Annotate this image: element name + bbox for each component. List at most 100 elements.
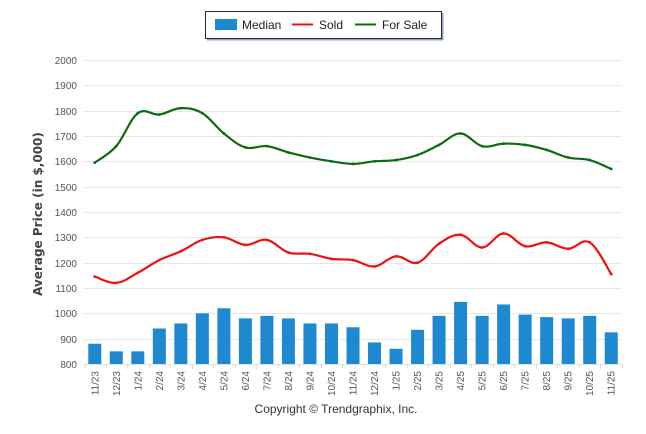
for-sale-point <box>437 143 441 147</box>
median-bar <box>174 323 188 364</box>
sold-point <box>265 238 269 242</box>
median-bar <box>518 314 532 364</box>
x-tick-label: 4/24 <box>198 371 209 391</box>
sold-point <box>157 258 161 262</box>
sold-point <box>459 233 462 237</box>
median-bar <box>368 342 382 364</box>
median-bar <box>454 301 468 364</box>
x-axis: 11/23 12/23 1/24 2/24 3/24 4/24 5/24 6/24 7/24 8/… <box>84 364 623 396</box>
x-tick-label: 9/24 <box>305 371 316 391</box>
y-tick-label: 1500 <box>55 183 78 194</box>
sold-point <box>437 242 441 246</box>
sold-point <box>566 247 570 251</box>
sold-point <box>222 235 226 239</box>
y-tick-label: 1300 <box>55 233 78 244</box>
median-bar <box>260 315 274 364</box>
sold-point <box>480 246 484 249</box>
sold-point <box>351 258 355 262</box>
sold-point <box>545 241 549 244</box>
x-tick-label: 8/25 <box>542 371 553 391</box>
sold-point <box>93 275 97 278</box>
x-tick-label: 7/24 <box>262 371 273 391</box>
legend: Median Sold For Sale <box>205 11 444 41</box>
x-tick-label: 11/24 <box>349 371 360 396</box>
median-bar <box>475 315 489 364</box>
legend-label-median: Median <box>242 18 281 32</box>
y-tick-label: 1200 <box>55 259 78 270</box>
median-bar <box>604 332 618 364</box>
for-sale-point <box>609 167 613 171</box>
x-tick-label: 10/25 <box>585 371 596 396</box>
copyright-footer: Copyright © Trendgraphix, Inc. <box>255 402 418 416</box>
x-tick-label: 6/24 <box>241 371 252 391</box>
median-bar <box>583 315 597 364</box>
for-sale-point <box>373 159 376 163</box>
for-sale-point <box>114 144 118 148</box>
for-sale-point <box>523 143 527 147</box>
sold-point <box>200 238 204 242</box>
sold-line <box>94 232 613 285</box>
y-tick-label: 800 <box>60 360 77 371</box>
x-tick-label: 11/25 <box>607 371 618 396</box>
y-tick-label: 1600 <box>55 157 78 168</box>
x-tick-label: 1/24 <box>133 371 144 391</box>
for-sale-point <box>502 142 506 146</box>
x-tick-label: 10/24 <box>327 371 338 396</box>
sold-point <box>308 252 312 256</box>
sold-point <box>287 251 290 254</box>
for-sale-point <box>200 111 204 115</box>
x-tick-label: 9/25 <box>564 371 575 391</box>
median-bar <box>281 318 295 364</box>
median-bar <box>217 308 231 364</box>
for-sale-point <box>157 113 161 116</box>
x-tick-label: 6/25 <box>499 371 510 391</box>
y-tick-label: 1900 <box>55 81 78 92</box>
y-axis-label: Average Price (in $,000) <box>31 132 45 296</box>
median-bar <box>432 315 446 364</box>
y-axis: 800 900 1000 1100 1200 1300 1400 1500 1600 1700 18… <box>55 56 78 371</box>
x-tick-label: 3/24 <box>176 371 187 391</box>
for-sale-point <box>394 158 398 162</box>
line-series <box>93 106 613 285</box>
gridlines <box>84 60 622 365</box>
median-bar <box>238 318 252 364</box>
median-bar <box>131 351 145 364</box>
for-sale-point <box>93 161 97 165</box>
y-tick-label: 1000 <box>55 309 78 320</box>
x-tick-label: 11/23 <box>90 371 101 396</box>
x-tick-label: 1/25 <box>392 371 403 391</box>
x-tick-label: 3/25 <box>435 371 446 391</box>
median-bar <box>540 317 554 364</box>
for-sale-point <box>222 132 226 135</box>
for-sale-point <box>308 156 312 159</box>
sold-point <box>502 232 506 235</box>
sold-point <box>136 271 140 275</box>
for-sale-line <box>94 106 612 170</box>
x-tick-label: 12/24 <box>370 371 381 396</box>
for-sale-point <box>459 132 462 135</box>
x-tick-label: 5/24 <box>219 371 230 391</box>
for-sale-point <box>480 144 484 148</box>
x-tick-label: 5/25 <box>478 371 489 391</box>
for-sale-point <box>265 144 269 148</box>
for-sale-point <box>588 158 592 162</box>
for-sale-point <box>244 146 247 149</box>
median-bar <box>324 323 338 364</box>
x-tick-label: 4/25 <box>456 371 467 391</box>
median-bar <box>109 351 123 364</box>
sold-point <box>394 254 398 258</box>
x-tick-label: 2/25 <box>413 371 424 391</box>
y-tick-label: 1800 <box>55 107 78 118</box>
median-bar <box>346 327 360 364</box>
median-bar <box>303 323 317 364</box>
median-bar <box>497 304 511 364</box>
median-bar <box>389 348 403 364</box>
median-bar <box>195 313 209 364</box>
legend-label-sold: Sold <box>319 18 343 32</box>
sold-point <box>416 261 419 265</box>
median-bar <box>561 318 575 364</box>
legend-swatch-median <box>215 19 237 30</box>
sold-point <box>330 257 333 261</box>
y-tick-label: 2000 <box>55 56 78 67</box>
